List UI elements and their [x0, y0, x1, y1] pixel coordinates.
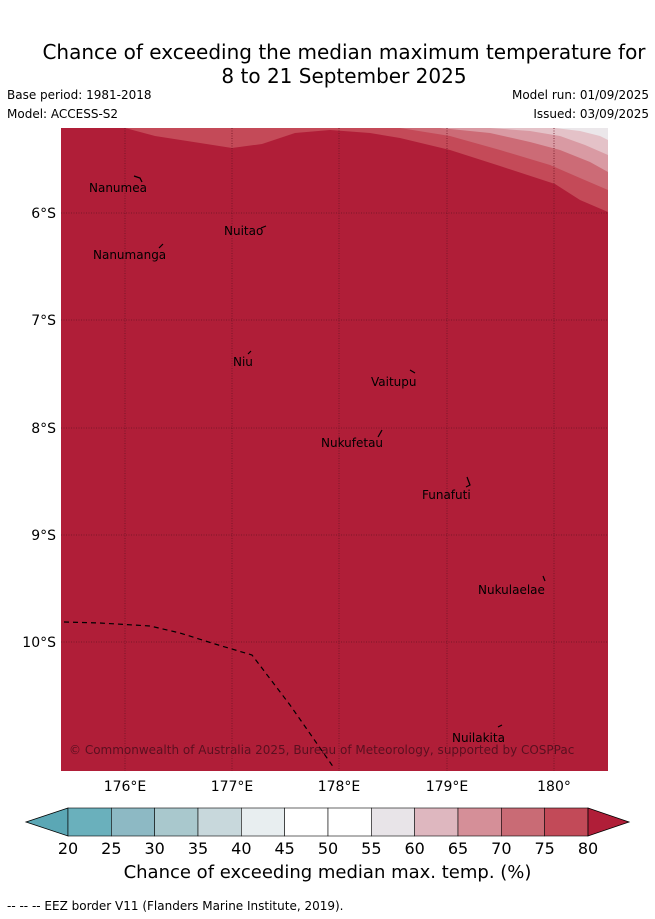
contour-75-80	[61, 128, 608, 212]
colorbar-tick-label: 55	[361, 839, 381, 858]
place-label: Nukulaelae	[478, 583, 545, 597]
map-area: Nanumea Nuitao Nanumanga Niu Vaitupu Nuk…	[61, 128, 608, 771]
longitude-ticks: 176°E 177°E 178°E 179°E 180°	[104, 779, 571, 795]
colorbar-segment	[284, 807, 329, 837]
colorbar-extend-low	[24, 807, 69, 837]
copyright-notice: © Commonwealth of Australia 2025, Bureau…	[69, 743, 574, 757]
colorbar-extend-high	[587, 807, 631, 837]
place-label: Funafuti	[422, 488, 471, 502]
lon-tick-label: 177°E	[211, 779, 254, 795]
place-label: Vaitupu	[371, 375, 417, 389]
map-title: Chance of exceeding the median maximum t…	[0, 40, 655, 88]
title-line-2: 8 to 21 September 2025	[221, 64, 467, 88]
base-period: Base period: 1981-2018	[7, 88, 152, 102]
colorbar-segment	[501, 807, 545, 837]
colorbar-tick-label: 35	[188, 839, 208, 858]
colorbar-tick-label: 20	[58, 839, 78, 858]
place-label: Niu	[233, 355, 253, 369]
colorbar-tick-label: 70	[491, 839, 511, 858]
lat-tick-label: 8°S	[31, 421, 56, 437]
eez-border-line	[63, 621, 335, 769]
title-line-1: Chance of exceeding the median maximum t…	[42, 40, 646, 64]
colorbar-tick-label: 80	[578, 839, 598, 858]
colorbar-tick-label: 30	[144, 839, 164, 858]
place-label: Nukufetau	[321, 436, 383, 450]
colorbar-segment	[67, 807, 112, 837]
lon-tick-label: 176°E	[104, 779, 147, 795]
lat-tick-label: 7°S	[31, 313, 56, 329]
contour-60-65	[490, 128, 608, 155]
lat-tick-label: 6°S	[31, 206, 56, 222]
lat-tick-label: 9°S	[31, 528, 56, 544]
colorbar-segment	[111, 807, 155, 837]
colorbar-segment	[371, 807, 415, 837]
issued-date: Issued: 03/09/2025	[533, 107, 649, 121]
eez-legend-note: -- -- -- EEZ border V11 (Flanders Marine…	[7, 899, 344, 913]
lat-tick-label: 10°S	[22, 635, 56, 651]
colorbar-segment	[457, 807, 502, 837]
colorbar	[24, 807, 631, 837]
model-run: Model run: 01/09/2025	[511, 88, 649, 102]
colorbar-tick-label: 45	[274, 839, 294, 858]
place-label: Nanumea	[89, 181, 147, 195]
probability-field	[61, 128, 608, 771]
place-labels: Nanumea Nuitao Nanumanga Niu Vaitupu Nuk…	[89, 181, 545, 745]
graticule	[61, 128, 608, 771]
place-label: Nuitao	[224, 224, 263, 238]
colorbar-tick-label: 50	[318, 839, 338, 858]
latitude-ticks: 6°S 7°S 8°S 9°S 10°S	[22, 206, 56, 651]
place-label: Nuilakita	[452, 731, 505, 745]
lon-tick-label: 179°E	[426, 779, 469, 795]
colorbar-segment	[241, 807, 285, 837]
model-name: Model: ACCESS-S2	[7, 107, 119, 121]
colorbar-segment	[197, 807, 242, 837]
colorbar-tick-label: 65	[448, 839, 468, 858]
colorbar-tick-label: 75	[534, 839, 554, 858]
contour-65-70	[440, 128, 608, 172]
colorbar-label: Chance of exceeding median max. temp. (%…	[123, 862, 532, 883]
colorbar-segment	[327, 807, 372, 837]
colorbar-segment	[414, 807, 459, 837]
colorbar-segment	[544, 807, 589, 837]
colorbar-segment	[154, 807, 199, 837]
lon-tick-label: 178°E	[318, 779, 361, 795]
place-label: Nanumanga	[93, 248, 166, 262]
contour-55-60	[555, 128, 608, 140]
colorbar-ticks: 20 25 30 35 40 45 50 55 60 65 70 75 80	[58, 839, 598, 858]
lon-tick-label: 180°	[537, 779, 571, 795]
colorbar-tick-label: 25	[101, 839, 121, 858]
colorbar-tick-label: 60	[404, 839, 424, 858]
island-outlines	[133, 175, 546, 728]
colorbar-tick-label: 40	[231, 839, 251, 858]
